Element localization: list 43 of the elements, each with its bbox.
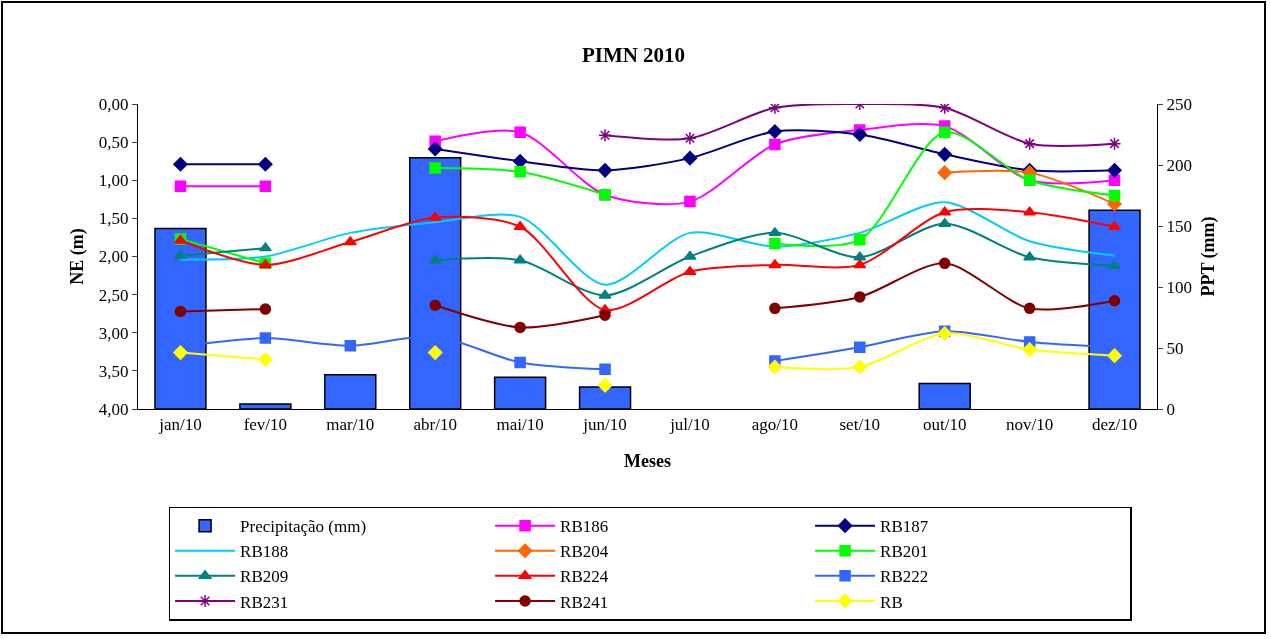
x-tick-label: jan/10 — [158, 415, 202, 435]
x-tick-label: ago/10 — [751, 415, 799, 435]
legend-label: RB188 — [240, 542, 289, 562]
y-tick-label: 1,00 — [98, 171, 129, 191]
x-tick-label: nov/10 — [1006, 415, 1054, 435]
x-tick-label: jun/10 — [582, 415, 627, 435]
chart-title: PIMN 2010 — [581, 42, 686, 67]
x-tick-label: mar/10 — [326, 415, 375, 435]
y2-tick-label: 250 — [1166, 94, 1192, 114]
legend-label: RB241 — [560, 592, 609, 612]
y-axis-title: NE (m) — [67, 228, 89, 285]
legend-label: RB222 — [880, 567, 929, 587]
legend-label: RB204 — [560, 542, 609, 562]
x-tick-label: jul/10 — [669, 415, 710, 435]
y-tick-label: 1,50 — [98, 209, 129, 229]
legend-label: RB224 — [560, 567, 609, 587]
y-tick-label: 4,00 — [98, 399, 129, 419]
y2-tick-label: 100 — [1166, 277, 1192, 297]
x-tick-label: dez/10 — [1091, 415, 1138, 435]
legend-label: RB187 — [880, 517, 929, 537]
y2-tick-label: 50 — [1166, 338, 1184, 358]
y-tick-label: 2,00 — [98, 247, 129, 267]
y2-tick-label: 0 — [1166, 399, 1175, 419]
y2-tick-label: 150 — [1166, 216, 1192, 236]
y-tick-label: 0,00 — [98, 94, 129, 114]
x-tick-label: mai/10 — [496, 415, 544, 435]
y-tick-label: 0,50 — [98, 133, 129, 153]
x-tick-label: fev/10 — [243, 415, 288, 435]
legend-label: Precipitação (mm) — [240, 517, 367, 537]
y2-axis-title: PPT (mm) — [1198, 216, 1219, 297]
y-tick-label: 2,50 — [98, 285, 129, 305]
y-tick-label: 3,00 — [98, 323, 129, 343]
y2-tick-label: 200 — [1166, 155, 1192, 175]
legend-label: RB231 — [240, 592, 289, 612]
legend-label: RB209 — [240, 567, 289, 587]
y-tick-label: 3,50 — [98, 361, 129, 381]
legend-label: RB201 — [880, 542, 929, 562]
x-tick-label: abr/10 — [413, 415, 457, 435]
legend-label: RB186 — [560, 517, 609, 537]
x-tick-label: set/10 — [839, 415, 881, 435]
legend-label: RB — [880, 592, 903, 612]
x-tick-label: out/10 — [922, 415, 967, 435]
x-axis-title: Meses — [624, 450, 671, 471]
